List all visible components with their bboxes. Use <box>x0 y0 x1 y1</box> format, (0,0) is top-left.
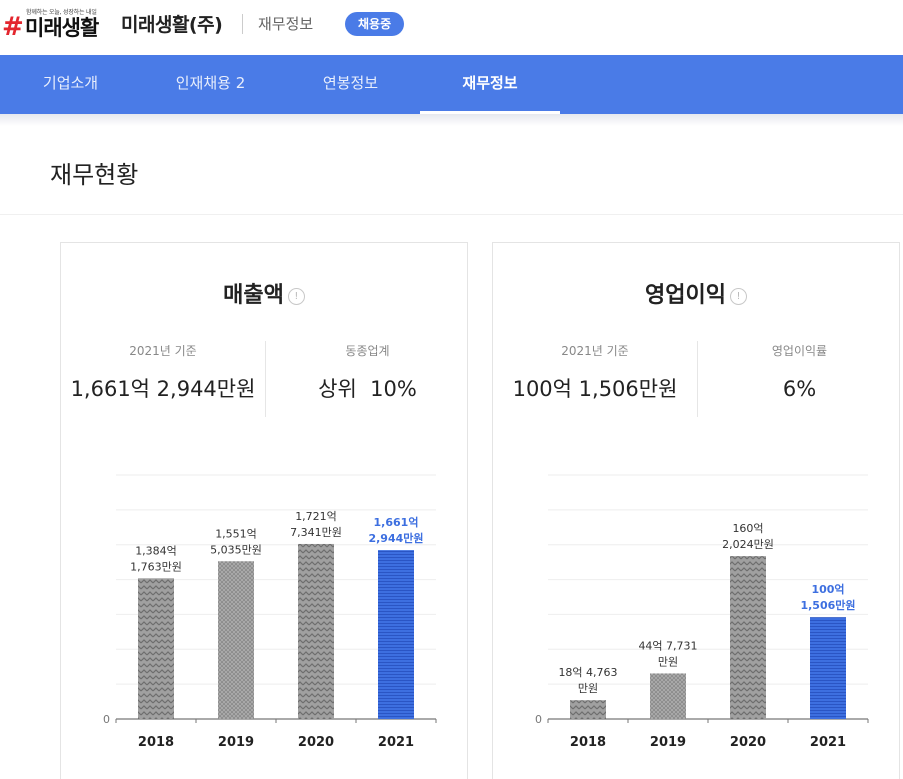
bar-value-label: 5,035만원 <box>210 543 262 556</box>
bar-2020[interactable] <box>730 556 766 719</box>
hiring-badge[interactable]: 채용중 <box>345 12 405 36</box>
breadcrumb: 재무정보 <box>258 15 314 33</box>
x-tick-label: 2019 <box>650 735 686 750</box>
stat-label: 2021년 기준 <box>129 344 197 358</box>
main-nav: 기업소개 인재채용 2 연봉정보 재무정보 <box>0 55 903 114</box>
y-tick-label: 0 <box>535 713 542 726</box>
x-tick-label: 2021 <box>378 735 414 750</box>
top-header: 함께하는 오늘, 성장하는 내일 # 미래생활 미래생활(주) 재무정보 채용중 <box>0 0 903 55</box>
bar-2021[interactable] <box>810 617 846 719</box>
revenue-stat-industry: 동종업계 상위 10% <box>266 343 469 403</box>
bar-value-label: 1,721억 <box>295 510 337 523</box>
bar-2019[interactable] <box>218 561 254 719</box>
bar-value-label: 1,661억 <box>374 516 419 529</box>
y-tick-label: 0 <box>103 713 110 726</box>
bar-value-label: 1,506만원 <box>800 598 855 612</box>
x-tick-label: 2020 <box>298 735 334 750</box>
operating-profit-title-row: 영업이익! <box>493 281 899 311</box>
stat-value: 6% <box>782 377 817 401</box>
x-tick-label: 2021 <box>810 735 846 750</box>
bar-value-label: 100억 <box>811 583 844 596</box>
x-tick-label: 2020 <box>730 735 766 750</box>
bar-2021[interactable] <box>378 550 414 719</box>
stat-value: 상위 10% <box>318 377 417 401</box>
bar-value-label: 2,944만원 <box>368 531 423 545</box>
bar-value-label: 1,384억 <box>135 544 177 557</box>
x-tick-label: 2019 <box>218 735 254 750</box>
revenue-card: 매출액! 2021년 기준 1,661억 2,944만원 동종업계 상위 10%… <box>60 242 468 779</box>
tab-finance[interactable]: 재무정보 <box>420 55 560 114</box>
operating-profit-bar-chart: 0 18억 4,763 만원 2018 44억 7,731 만원 2019 160억 2,024… <box>535 474 869 750</box>
bar-value-label: 만원 <box>578 682 598 695</box>
bar-2018[interactable] <box>138 578 174 719</box>
company-name[interactable]: 미래생활(주) <box>121 14 223 36</box>
operating-profit-card: 영업이익! 2021년 기준 100억 1,506만원 영업이익률 6% 0 18… <box>492 242 900 779</box>
profit-stat-margin: 영업이익률 6% <box>698 343 901 403</box>
revenue-title: 매출액 <box>223 283 284 308</box>
bar-value-label: 2,024만원 <box>722 538 774 551</box>
tab-recruitment[interactable]: 인재채용 2 <box>175 74 246 92</box>
revenue-bar-chart: 0 1,384억 1,763만원 2018 1,551억 5,035만원 2019 1,721… <box>103 474 437 750</box>
bar-value-label: 18억 4,763 <box>558 666 617 679</box>
info-icon[interactable]: ! <box>729 287 747 305</box>
bar-2020[interactable] <box>298 543 334 719</box>
info-icon[interactable]: ! <box>287 287 305 305</box>
tab-salary[interactable]: 연봉정보 <box>322 74 379 92</box>
stat-value: 1,661억 2,944만원 <box>70 377 256 401</box>
bar-value-label: 1,763만원 <box>130 560 182 573</box>
logo-text: 미래생활 <box>25 16 99 40</box>
bar-value-label: 160억 <box>732 522 763 535</box>
bar-value-label: 만원 <box>658 655 678 668</box>
logo-hash: # <box>2 12 24 42</box>
tab-company-intro[interactable]: 기업소개 <box>42 74 99 92</box>
x-tick-label: 2018 <box>570 735 606 750</box>
logo-tagline: 함께하는 오늘, 성장하는 내일 <box>26 9 97 16</box>
bar-value-label: 44억 7,731 <box>638 639 697 652</box>
operating-profit-title: 영업이익 <box>645 283 726 308</box>
header-divider <box>242 14 243 34</box>
nav-shadow <box>0 114 903 126</box>
stat-label: 2021년 기준 <box>561 344 629 358</box>
company-logo[interactable]: 함께하는 오늘, 성장하는 내일 # 미래생활 <box>2 4 106 44</box>
stat-label: 동종업계 <box>345 344 390 358</box>
profit-stat-base: 2021년 기준 100억 1,506만원 <box>493 343 697 403</box>
stat-divider <box>265 341 266 417</box>
revenue-title-row: 매출액! <box>61 281 467 311</box>
section-title: 재무현황 <box>50 161 139 189</box>
stat-value: 100억 1,506만원 <box>512 377 678 401</box>
bar-2018[interactable] <box>570 700 606 719</box>
bar-2019[interactable] <box>650 673 686 719</box>
bar-value-label: 7,341만원 <box>290 526 342 539</box>
bar-value-label: 1,551억 <box>215 527 257 540</box>
revenue-stat-base: 2021년 기준 1,661억 2,944만원 <box>61 343 265 403</box>
x-tick-label: 2018 <box>138 735 174 750</box>
stat-label: 영업이익률 <box>771 344 828 358</box>
section-divider <box>0 214 903 215</box>
stat-divider <box>697 341 698 417</box>
